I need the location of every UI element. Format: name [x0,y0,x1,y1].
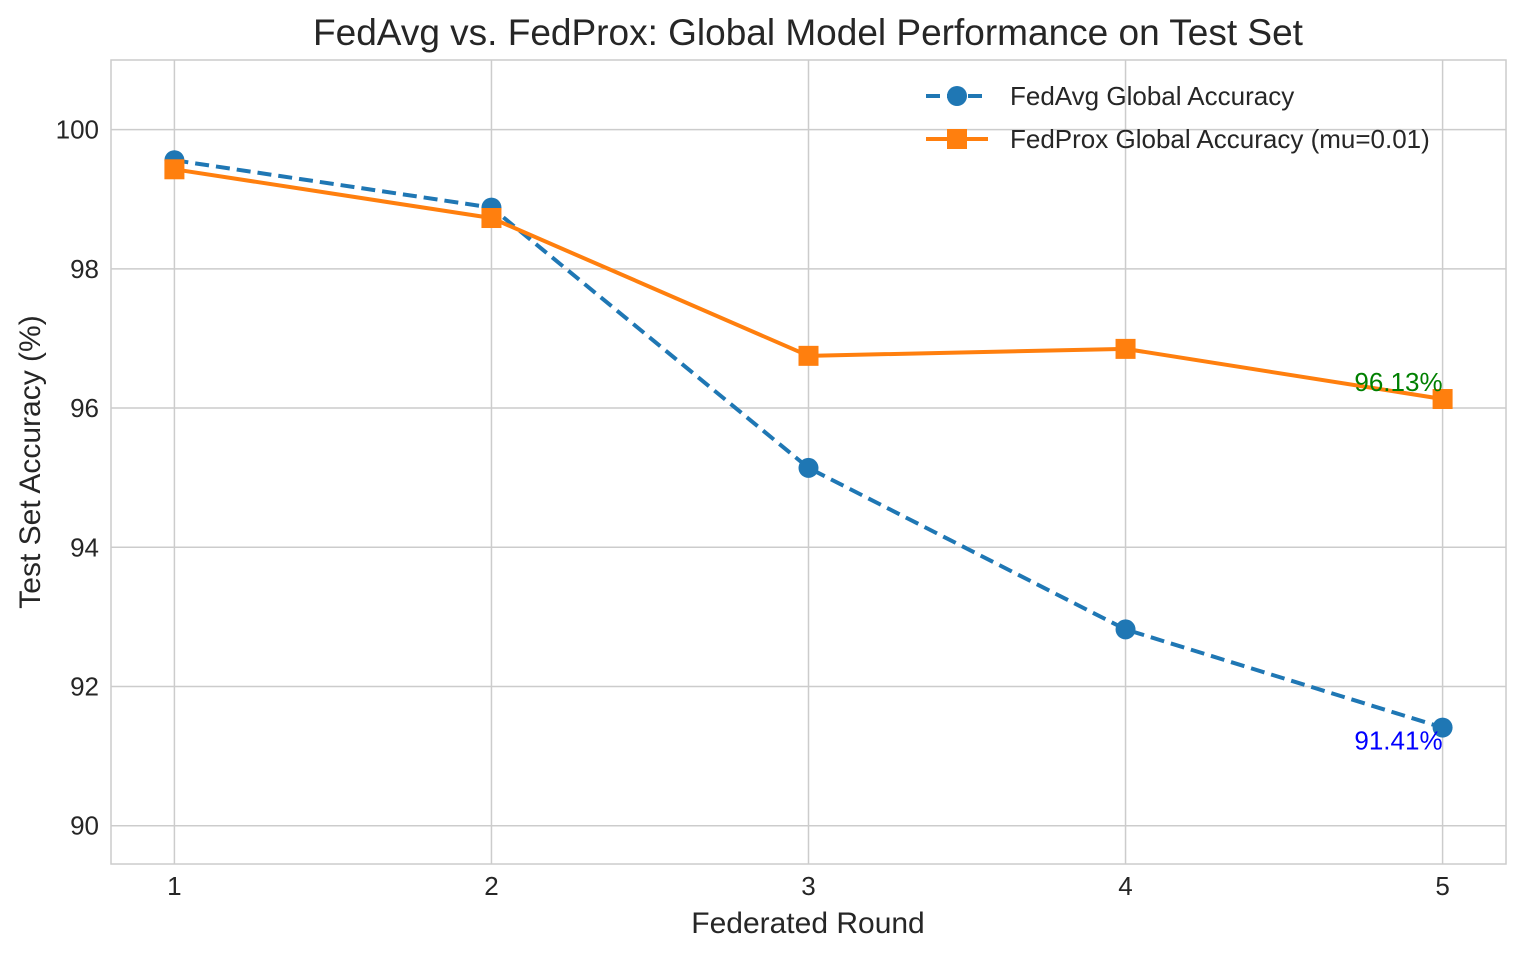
grid-lines [111,60,1506,864]
y-tick-label: 90 [70,811,99,841]
end-value-label-fedprox: 96.13% [1354,367,1442,397]
legend-item-fedprox: FedProx Global Accuracy (mu=0.01) [926,124,1430,154]
x-tick-label: 4 [1118,871,1132,901]
y-axis-ticks: 90 92 94 96 98 100 [56,115,99,841]
y-tick-label: 96 [70,393,99,423]
data-labels: 91.41% 96.13% [1354,367,1442,756]
y-tick-label: 100 [56,115,99,145]
legend-item-fedavg: FedAvg Global Accuracy [926,81,1294,111]
x-tick-label: 3 [801,871,815,901]
legend-fedprox-label: FedProx Global Accuracy (mu=0.01) [1010,124,1430,154]
series-group [164,150,1453,738]
y-tick-label: 94 [70,532,99,562]
data-point-fedprox [164,159,185,180]
y-axis-title: Test Set Accuracy (%) [14,315,47,608]
legend-fedprox-square-icon [947,129,967,149]
x-tick-label: 1 [167,871,181,901]
legend: FedAvg Global Accuracy FedProx Global Ac… [926,81,1430,154]
data-point-fedavg [1115,619,1136,640]
y-tick-label: 98 [70,254,99,284]
x-axis-ticks: 1 2 3 4 5 [167,871,1450,901]
end-value-label-fedavg: 91.41% [1354,726,1442,756]
data-point-fedprox [798,345,819,366]
legend-fedavg-circle-icon [947,86,967,106]
x-tick-label: 2 [484,871,498,901]
data-point-fedavg [1432,717,1453,738]
data-point-fedprox [1432,389,1453,410]
data-point-fedavg [798,457,819,478]
chart-title: FedAvg vs. FedProx: Global Model Perform… [313,12,1304,53]
x-axis-title: Federated Round [691,907,925,940]
series-line-fedavg [174,158,1444,730]
legend-fedavg-label: FedAvg Global Accuracy [1010,81,1294,111]
data-point-fedprox [1115,338,1136,359]
x-tick-label: 5 [1435,871,1449,901]
y-tick-label: 92 [70,671,99,701]
data-point-fedprox [481,208,502,229]
plot-area-frame [110,59,1507,865]
